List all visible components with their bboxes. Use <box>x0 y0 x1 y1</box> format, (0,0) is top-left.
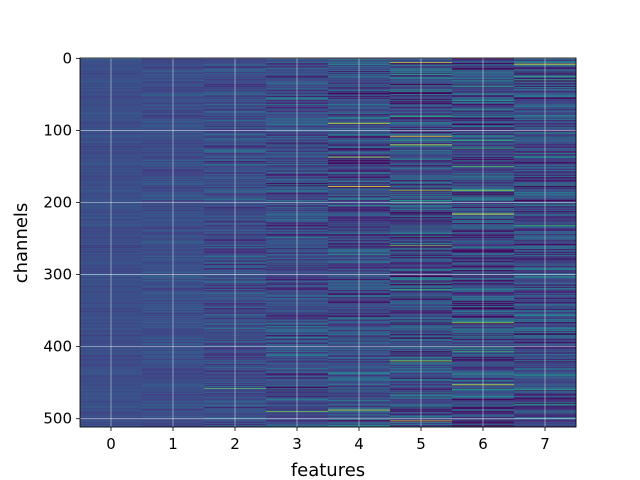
x-tick-label: 6 <box>478 435 488 453</box>
x-axis: 0 1 2 3 4 5 6 7 <box>106 427 550 453</box>
x-axis-label: features <box>291 460 365 480</box>
plot-frame <box>79 57 577 428</box>
y-axis-label: channels <box>11 203 32 284</box>
y-tick-label: 300 <box>43 266 72 284</box>
x-tick-label: 1 <box>168 435 178 453</box>
plot-area <box>79 57 577 428</box>
y-axis: 0 100 200 300 400 500 <box>43 49 80 428</box>
x-tick-label: 4 <box>354 435 364 453</box>
x-tick-label: 5 <box>416 435 426 453</box>
y-tick-label: 400 <box>43 338 72 356</box>
y-tick-label: 500 <box>43 410 72 428</box>
x-tick-label: 2 <box>230 435 240 453</box>
y-tick-label: 0 <box>62 49 72 67</box>
y-tick-label: 200 <box>43 194 72 212</box>
heatmap-cells <box>80 58 577 428</box>
x-tick-label: 7 <box>540 435 550 453</box>
y-tick-label: 100 <box>43 121 72 139</box>
x-tick-label: 0 <box>106 435 116 453</box>
x-tick-label: 3 <box>292 435 302 453</box>
